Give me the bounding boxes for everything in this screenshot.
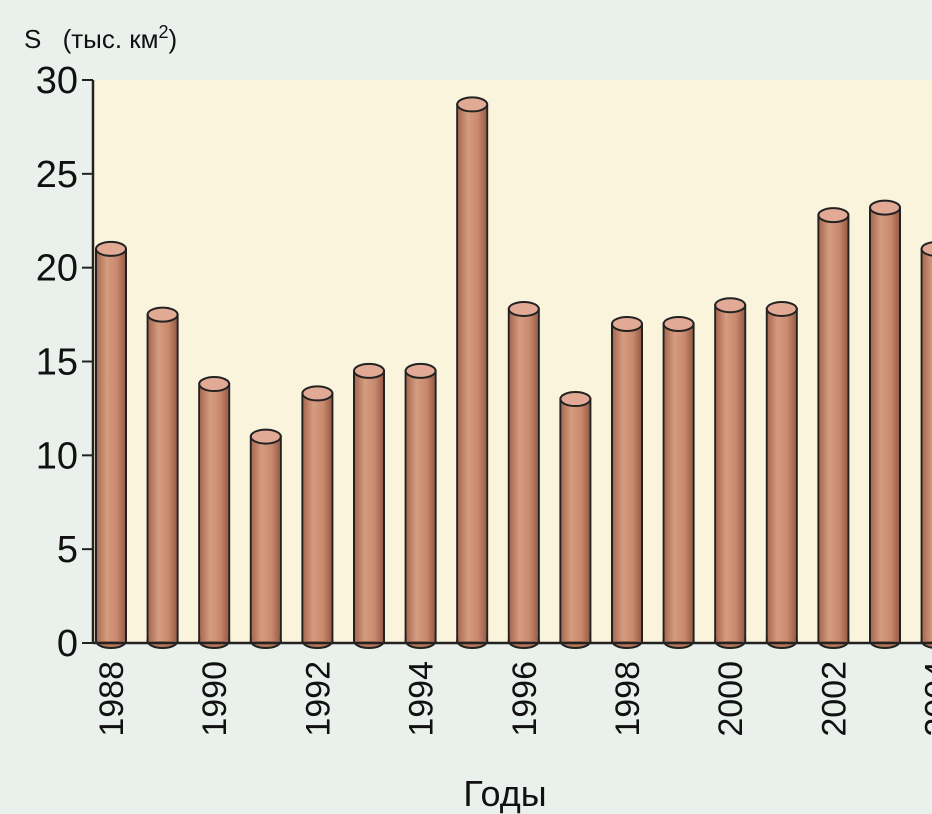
- bar-fill: [819, 215, 848, 641]
- bar-cap: [817, 207, 850, 224]
- bar-1991: [249, 428, 282, 649]
- bar-fill: [922, 248, 932, 641]
- x-tick-label: 1998: [609, 661, 647, 737]
- bar-cap: [353, 362, 385, 379]
- x-tick-label: 1988: [93, 661, 131, 737]
- bar-cap: [765, 300, 798, 317]
- bar-cap: [559, 391, 592, 408]
- y-tick-label: 15: [36, 342, 78, 384]
- y-axis-label-close: ): [169, 24, 178, 54]
- bar-1994: [404, 362, 437, 649]
- x-tick-label: 2002: [815, 661, 853, 737]
- bar-cap: [95, 240, 127, 257]
- y-tick-label: 0: [57, 623, 78, 665]
- bar-1996: [507, 300, 540, 649]
- y-tick-label: 30: [36, 60, 78, 102]
- y-axis-ticks: 0 5 10 15 20 25 30: [36, 60, 93, 665]
- bar-2001: [765, 300, 798, 649]
- bar-cap: [611, 315, 643, 332]
- bar-1999: [662, 315, 695, 649]
- bar-1998: [611, 315, 643, 649]
- y-tick-label: 25: [36, 154, 78, 196]
- y-axis-label-exponent: 2: [159, 22, 169, 42]
- x-tick-label: 1992: [299, 661, 337, 737]
- y-tick-label: 10: [36, 435, 78, 477]
- bars: [95, 96, 932, 649]
- bar-fill: [200, 384, 229, 641]
- bar-cap: [404, 362, 437, 379]
- x-tick-label: 1994: [403, 661, 441, 737]
- bar-2004: [920, 241, 932, 649]
- bar-1993: [353, 362, 385, 649]
- bar-fill: [458, 104, 487, 641]
- bar-cap: [301, 385, 334, 402]
- bar-fill: [561, 399, 590, 641]
- bar-fill: [97, 248, 125, 641]
- y-tick-label: 20: [36, 248, 78, 290]
- bar-1990: [198, 376, 231, 649]
- bar-fill: [355, 370, 383, 641]
- x-tick-label: 2000: [712, 661, 750, 737]
- x-axis-label: Годы: [463, 773, 546, 814]
- y-tick-label: 5: [57, 529, 78, 571]
- bar-cap: [198, 376, 231, 393]
- bar-fill: [509, 308, 538, 641]
- y-axis-label-unit: (тыс. км: [63, 24, 159, 54]
- bar-fill: [871, 207, 899, 641]
- bar-cap: [714, 297, 747, 314]
- bar-cap: [869, 199, 901, 216]
- x-tick-label: 2004: [919, 661, 932, 737]
- bar-cap: [920, 241, 932, 257]
- bar-1997: [559, 391, 592, 649]
- bar-fill: [406, 370, 435, 641]
- x-axis-ticks: 1988 1990 1992 1994 1996 1998 2000 2002 2004: [93, 661, 932, 737]
- y-axis-label-symbol: S: [24, 24, 41, 54]
- x-tick-label: 1990: [196, 661, 234, 737]
- bar-2002: [817, 207, 850, 649]
- bar-fill: [251, 436, 280, 641]
- bar-fill: [716, 305, 745, 641]
- bar-fill: [303, 393, 332, 641]
- bar-fill: [767, 308, 796, 641]
- bar-cap: [146, 306, 179, 323]
- x-tick-label: 1996: [506, 661, 544, 737]
- bar-fill: [148, 314, 177, 641]
- bar-2000: [714, 297, 747, 649]
- bar-1988: [95, 240, 127, 649]
- bar-cap: [662, 315, 695, 332]
- bar-cap: [456, 96, 489, 113]
- bar-1989: [146, 306, 179, 649]
- bar-cap: [249, 428, 282, 445]
- bar-fill: [664, 323, 693, 641]
- bar-cap: [507, 300, 540, 317]
- bar-1992: [301, 385, 334, 649]
- bar-2003: [869, 199, 901, 649]
- bar-fill: [613, 323, 641, 641]
- y-axis-label: S (тыс. км2): [24, 22, 177, 54]
- bar-1995: [456, 96, 489, 649]
